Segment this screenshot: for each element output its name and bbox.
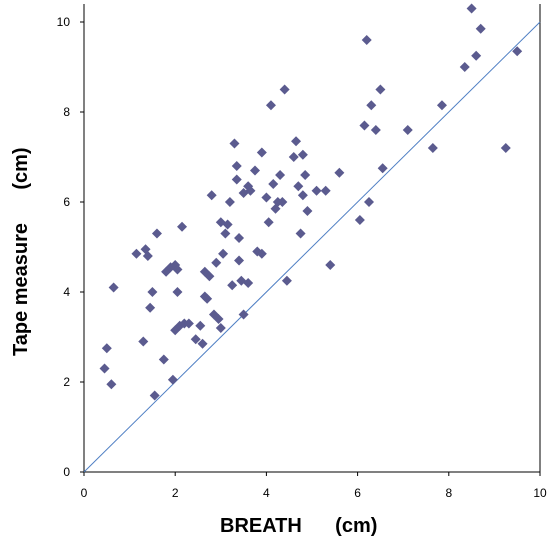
data-point	[204, 271, 215, 282]
data-point	[234, 233, 245, 243]
x-tick-label: 6	[354, 486, 361, 500]
data-point	[101, 343, 112, 354]
data-point	[375, 84, 386, 95]
data-point	[291, 136, 302, 147]
data-point	[190, 334, 201, 345]
data-point	[370, 125, 381, 135]
data-point	[402, 125, 413, 135]
data-point	[202, 293, 213, 304]
data-point	[108, 282, 119, 293]
reference-line	[83, 21, 541, 473]
data-point	[106, 379, 117, 390]
data-point	[354, 215, 365, 225]
data-point	[265, 100, 276, 111]
data-point	[275, 170, 286, 180]
data-point	[297, 190, 308, 201]
data-point	[293, 181, 304, 192]
x-tick-label: 8	[445, 486, 452, 500]
x-tick-label: 0	[81, 486, 88, 500]
y-tick-label: 6	[63, 195, 70, 209]
y-tick-label: 0	[63, 465, 70, 479]
data-point	[231, 161, 242, 171]
data-point	[256, 147, 267, 158]
data-point	[471, 50, 482, 61]
data-point	[279, 84, 290, 95]
data-point	[218, 248, 229, 259]
data-point	[261, 192, 272, 203]
data-point	[231, 174, 242, 185]
data-point	[145, 302, 156, 313]
data-point	[229, 138, 240, 149]
data-point	[195, 320, 206, 331]
data-point	[177, 221, 188, 232]
data-point	[364, 197, 374, 207]
x-tick-label: 4	[263, 486, 270, 500]
data-point	[256, 248, 267, 259]
data-point	[238, 309, 249, 320]
data-point	[475, 23, 486, 34]
data-point	[172, 287, 183, 297]
y-tick-label: 8	[63, 105, 70, 119]
data-point	[234, 255, 245, 266]
data-point	[377, 163, 388, 174]
data-point	[245, 185, 256, 196]
data-point	[500, 143, 511, 153]
data-point	[172, 264, 183, 275]
y-axis-title: Tape measure (cm)	[10, 147, 32, 356]
data-point	[361, 35, 372, 45]
data-point	[224, 197, 235, 207]
data-point	[131, 248, 142, 259]
y-tick-label: 4	[63, 285, 70, 299]
data-point	[197, 338, 208, 349]
data-point	[151, 228, 162, 239]
x-tick-label: 2	[172, 486, 179, 500]
data-point	[222, 219, 233, 230]
data-point	[263, 217, 274, 228]
data-point	[250, 165, 260, 176]
data-point	[277, 197, 288, 207]
data-point	[459, 62, 470, 72]
data-point	[99, 363, 110, 374]
y-tick-label: 10	[57, 15, 71, 29]
data-point	[427, 143, 438, 153]
data-point	[295, 228, 306, 239]
data-point	[359, 120, 370, 131]
data-point	[183, 318, 194, 329]
data-point	[334, 167, 345, 178]
data-point	[211, 257, 222, 268]
x-axis-title: BREATH (cm)	[220, 515, 377, 537]
data-point	[302, 206, 313, 216]
data-point	[158, 354, 169, 365]
data-point	[142, 251, 153, 261]
data-point	[243, 278, 254, 288]
data-point	[220, 228, 231, 239]
data-point	[268, 179, 279, 189]
data-point	[512, 46, 523, 57]
data-point	[311, 185, 322, 196]
data-point	[206, 190, 217, 201]
data-point	[149, 390, 160, 401]
data-point	[138, 336, 149, 347]
data-point	[213, 314, 224, 324]
data-point	[325, 260, 336, 270]
data-point	[147, 287, 158, 297]
data-point	[297, 149, 308, 160]
data-point	[466, 3, 477, 14]
data-point	[320, 185, 331, 196]
data-point	[167, 374, 178, 385]
data-point	[288, 152, 299, 162]
data-point	[215, 323, 226, 333]
x-tick-label: 10	[533, 486, 547, 500]
data-point	[436, 100, 447, 111]
ticks-layer: 0 2 4 6 8 10 0 2 4 6 8 10	[57, 15, 547, 500]
points-layer	[99, 3, 523, 401]
y-tick-label: 2	[63, 375, 70, 389]
data-point	[227, 280, 238, 291]
data-point	[366, 100, 377, 111]
data-point	[281, 275, 292, 286]
data-point	[300, 170, 311, 180]
